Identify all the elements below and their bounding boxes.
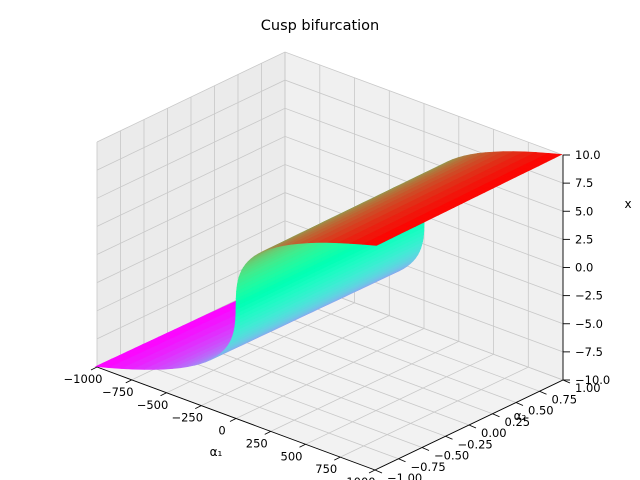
z-tick-label: 7.5 [575,176,593,190]
x-tick [368,469,376,474]
x-tick-label: −750 [102,385,134,399]
z-gridline [96,192,564,296]
x-tick-label: 250 [246,436,268,450]
x-axis-label: α₁ [210,445,223,459]
z-gridline [96,51,564,156]
y-tick-label: 0.25 [505,415,531,429]
y-tick [398,458,406,463]
y-tick-label: 0.50 [528,404,554,418]
tick-labels: −1000−750−500−250 0 250 500 750 1000 −1.00−0.7… [64,148,611,480]
y-tick [539,390,547,395]
z-tick-label: 2.5 [575,232,593,246]
y-tick [374,469,383,474]
y-tick [515,402,524,406]
z-tick-label: −2.5 [575,289,603,303]
z-tick-label: 0.0 [575,261,593,275]
y-tick [562,379,571,384]
z-tick-label: 5.0 [575,204,593,218]
z-gridline [96,135,564,240]
z-tick-label: 10.0 [575,148,601,162]
cusp-surface [94,151,563,370]
y-tick-label: −1.00 [387,471,422,480]
y-tick-label: −0.50 [434,449,469,463]
x-tick-label: 1000 [346,475,375,480]
z-tick-label: −7.5 [575,345,603,359]
x-tick-label: −500 [137,398,169,412]
y-tick-label: 0.75 [552,392,578,406]
y-tick [445,435,453,440]
x-tick-label: 0 [218,424,225,438]
x-tick [264,430,271,435]
z-tick-label: −10.0 [575,373,610,387]
x-tick [90,366,98,371]
x-tick [195,405,202,410]
axis-lines [90,154,571,474]
x-tick-label: −250 [171,411,203,425]
x-tick-label: −1000 [64,372,103,386]
x-tick [229,418,237,422]
y-axis-label: α₂ [514,409,527,423]
x-tick [299,443,306,448]
y-tick-label: −0.75 [411,460,446,474]
y-tick-label: 0.00 [481,426,507,440]
x-tick-label: 750 [315,462,337,476]
y-tick [492,413,500,418]
y-tick [421,447,430,451]
surface-patch [361,240,386,246]
x-tick-label: 500 [281,449,303,463]
z-gridline [96,79,564,184]
z-gridline [96,220,564,325]
z-tick-label: −5.0 [575,317,603,331]
x-tick [160,392,167,397]
x-tick [334,456,341,461]
y-tick-label: 1.00 [575,381,601,395]
z-axis-label: x [624,197,631,211]
z-gridline [96,164,564,268]
y-tick-label: −0.25 [458,437,493,451]
chart-title: Cusp bifurcation [261,18,380,34]
y-tick [468,424,477,429]
x-tick [125,379,132,384]
